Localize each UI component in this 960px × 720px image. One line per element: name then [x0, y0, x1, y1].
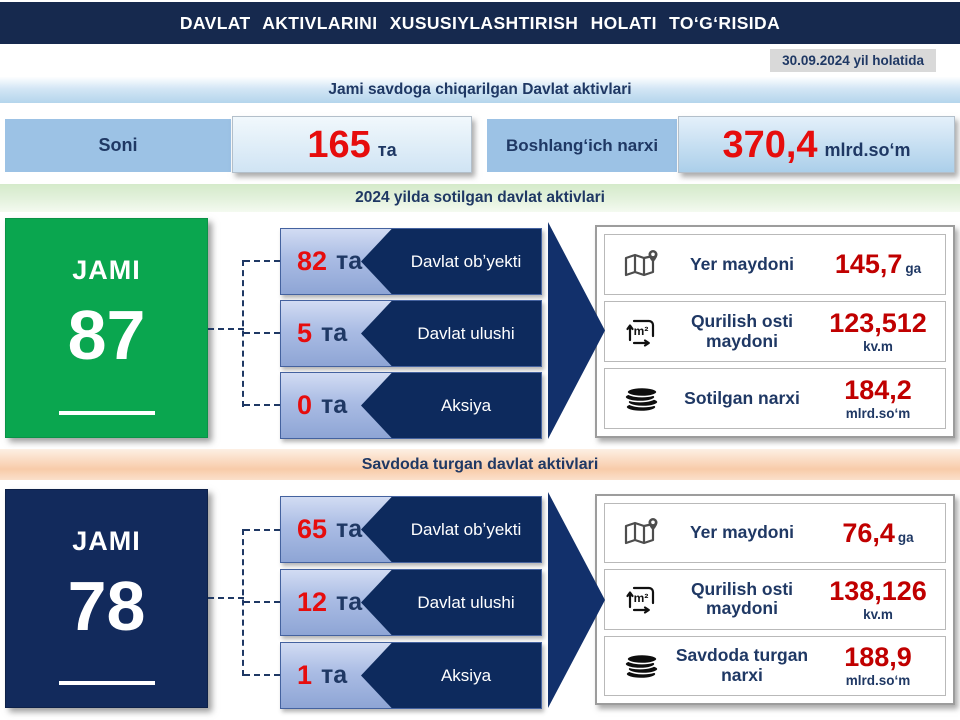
- stat-unit: mlrd.soʻm: [845, 405, 911, 421]
- stat-value: 184,2: [844, 374, 912, 405]
- stat-label: Qurilish osti maydoni: [690, 310, 794, 351]
- stat-unit: kv.m: [863, 338, 893, 354]
- stat-label: Savdoda turgan narxi: [675, 645, 809, 685]
- stat-label: Yer maydoni: [689, 253, 795, 274]
- svg-text:m²: m²: [634, 324, 649, 338]
- item-count: 12: [297, 587, 328, 617]
- item-arrow-label: Davlat ulushi: [361, 570, 541, 635]
- banner-onsale-assets: Savdoda turgan davlat aktivlari: [0, 449, 960, 480]
- stat-unit: kv.m: [863, 606, 893, 622]
- item-unit: та: [336, 247, 363, 275]
- page-title: DAVLAT AKTIVLARINI XUSUSIYLASHTIRISH HOL…: [0, 2, 960, 44]
- onsale-item-davlat-ulushi: 12 та Davlat ulushi: [280, 569, 542, 636]
- onsale-stats-panel: Yer maydoni 76,4 ga m² Qurilish osti mayd…: [595, 494, 955, 705]
- item-unit: та: [336, 588, 363, 616]
- connector-line: [242, 529, 244, 676]
- underline: [58, 411, 155, 415]
- date-badge: 30.09.2024 yil holatida: [770, 49, 936, 72]
- connector-line: [208, 328, 244, 330]
- map-icon: [617, 518, 667, 548]
- onsale-item-davlat-obyekti: 65 та Davlat obʼyekti: [280, 496, 542, 563]
- stat-label: Yer maydoni: [689, 522, 795, 543]
- sold-stats-panel: Yer maydoni 145,7 ga m² Qurilish osti may…: [595, 225, 955, 438]
- item-unit: та: [321, 319, 348, 347]
- connector-line: [244, 404, 280, 406]
- stat-value: 138,126: [829, 575, 927, 606]
- item-arrow-label: Davlat obʼyekti: [361, 229, 541, 294]
- connector-line: [244, 529, 280, 531]
- count-unit: та: [377, 140, 397, 160]
- sold-total-value: 87: [67, 296, 146, 374]
- sold-total-label: JAMI: [72, 255, 141, 285]
- item-count: 0: [297, 390, 313, 420]
- onsale-stat-qurilish-osti: m² Qurilish osti maydoni 138,126 kv.m: [604, 569, 946, 630]
- connector-line: [208, 597, 244, 599]
- item-unit: та: [336, 515, 363, 543]
- item-unit: та: [321, 661, 348, 689]
- stat-unit: ga: [905, 261, 922, 276]
- connector-line: [244, 601, 280, 603]
- stat-unit: ga: [897, 529, 914, 545]
- sold-item-aksiya: 0 та Aksiya: [280, 372, 542, 439]
- connector-line: [244, 332, 280, 334]
- price-label: Boshlangʻich narxi: [505, 135, 659, 155]
- stat-value: 76,4: [842, 517, 895, 548]
- banner-total-assets: Jami savdoga chiqarilgan Davlat aktivlar…: [0, 77, 960, 103]
- onsale-total-box: JAMI 78: [5, 489, 208, 708]
- item-arrow-label: Aksiya: [361, 373, 541, 438]
- stat-unit: mlrd.soʻm: [845, 673, 911, 689]
- connector-line: [242, 260, 244, 407]
- item-arrow-label: Davlat obʼyekti: [361, 497, 541, 562]
- stat-value: 188,9: [844, 642, 912, 673]
- sold-item-davlat-ulushi: 5 та Davlat ulushi: [280, 300, 542, 367]
- price-value-box: 370,4 mlrd.soʻm: [678, 116, 955, 173]
- sold-stat-qurilish-osti: m² Qurilish osti maydoni 123,512 kv.m: [604, 301, 946, 362]
- area-icon: m²: [617, 583, 667, 615]
- connector-line: [244, 260, 280, 262]
- price-label-box: Boshlangʻich narxi: [487, 119, 677, 172]
- item-count: 5: [297, 318, 313, 348]
- item-count: 1: [297, 660, 313, 690]
- map-icon: [617, 249, 667, 280]
- count-value: 165: [307, 123, 371, 166]
- count-label: Soni: [98, 135, 138, 156]
- sold-item-davlat-obyekti: 82 та Davlat obʼyekti: [280, 228, 542, 295]
- stat-value: 123,512: [829, 307, 927, 338]
- item-arrow-label: Aksiya: [361, 643, 541, 708]
- item-count: 82: [297, 246, 328, 276]
- count-label-box: Soni: [5, 119, 231, 172]
- item-count: 65: [297, 514, 328, 544]
- price-unit: mlrd.soʻm: [824, 140, 911, 160]
- svg-text:m²: m²: [634, 591, 649, 605]
- banner-sold-assets: 2024 yilda sotilgan davlat aktivlari: [0, 184, 960, 212]
- underline: [58, 681, 155, 685]
- connector-line: [244, 674, 280, 676]
- stat-label: Qurilish osti maydoni: [690, 578, 794, 619]
- onsale-item-aksiya: 1 та Aksiya: [280, 642, 542, 709]
- item-arrow-label: Davlat ulushi: [361, 301, 541, 366]
- coins-icon: [617, 651, 667, 681]
- coins-icon: [617, 384, 667, 414]
- onsale-stat-yer-maydoni: Yer maydoni 76,4 ga: [604, 503, 946, 564]
- count-value-box: 165 та: [232, 116, 472, 173]
- onsale-stat-savdoda-narxi: Savdoda turgan narxi 188,9 mlrd.soʻm: [604, 635, 946, 696]
- onsale-total-label: JAMI: [72, 526, 141, 556]
- item-unit: та: [321, 391, 348, 419]
- sold-stat-yer-maydoni: Yer maydoni 145,7 ga: [604, 234, 946, 295]
- area-icon: m²: [617, 316, 667, 348]
- stat-label: Sotilgan narxi: [684, 387, 800, 408]
- price-value: 370,4: [722, 123, 818, 166]
- sold-total-box: JAMI 87: [5, 218, 208, 438]
- stat-value: 145,7: [834, 249, 903, 279]
- onsale-total-value: 78: [67, 567, 146, 645]
- sold-stat-sotilgan-narxi: Sotilgan narxi 184,2 mlrd.soʻm: [604, 368, 946, 429]
